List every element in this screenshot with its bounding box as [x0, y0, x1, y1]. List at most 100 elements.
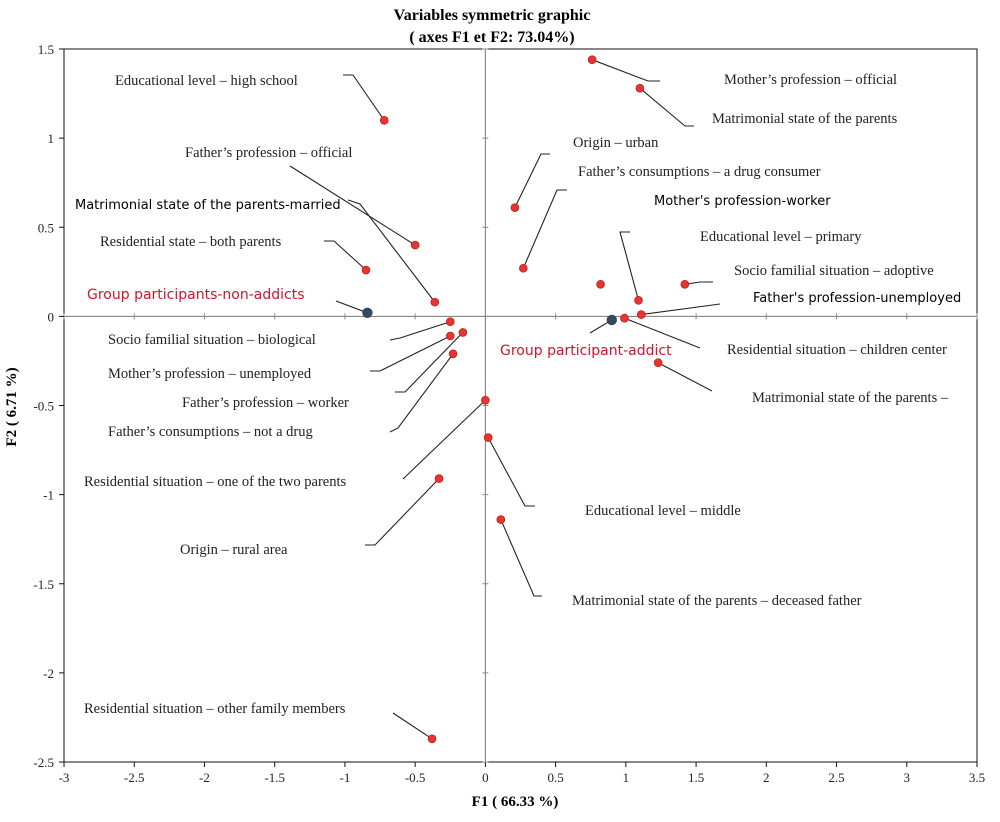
point-label: Matrimonial state of the parents – decea… — [572, 593, 862, 609]
leader-line — [347, 199, 436, 303]
leader-line — [624, 317, 701, 349]
leader-line — [370, 335, 451, 372]
modality-point — [496, 515, 506, 524]
data-points — [361, 55, 690, 744]
modality-point — [519, 263, 528, 273]
x-tick-label: 0.5 — [547, 770, 563, 785]
point-label: Mother's profession-worker — [654, 194, 831, 209]
point-label: Socio familial situation – biological — [108, 332, 316, 348]
modality-point — [448, 349, 458, 359]
leader-line — [487, 437, 535, 507]
group-leader-line — [335, 300, 368, 314]
modality-point — [596, 279, 605, 289]
leader-line — [365, 478, 440, 546]
x-tick-label: 3.5 — [969, 770, 985, 785]
modality-point — [483, 433, 493, 442]
modality-point — [379, 116, 389, 125]
leader-line — [522, 189, 567, 269]
point-label: Father’s consumptions – a drug consumer — [578, 164, 821, 180]
point-label: Origin – rural area — [180, 542, 288, 558]
x-tick-label: -1.5 — [264, 770, 285, 785]
leader-line — [324, 240, 367, 271]
axes — [59, 48, 978, 767]
leader-line — [684, 281, 713, 285]
modality-point — [361, 265, 371, 275]
x-tick-label: 1 — [623, 770, 630, 785]
leader-line — [402, 399, 486, 480]
x-tick-label: 0 — [482, 770, 489, 785]
point-label: Residential state – both parents — [100, 234, 282, 250]
group-label: Group participants-non-addicts — [87, 287, 305, 303]
leader-line — [389, 353, 454, 433]
point-label: Educational level – middle — [585, 503, 741, 519]
point-label: Socio familial situation – adoptive — [734, 263, 934, 279]
modality-point — [410, 240, 420, 250]
modality-point — [434, 474, 444, 483]
leader-line — [619, 231, 640, 301]
point-label: Father’s profession – official — [185, 145, 352, 161]
leader-line — [657, 362, 713, 392]
x-tick-label: 2.5 — [828, 770, 844, 785]
y-tick-label: -0.5 — [33, 399, 54, 414]
point-label: Educational level – primary — [700, 229, 862, 245]
x-tick-label: -2.5 — [124, 770, 145, 785]
leader-line — [389, 321, 451, 341]
x-axis-title: F1 ( 66.33 %) — [472, 794, 559, 810]
leader-line — [343, 74, 385, 121]
point-label: Father’s consumptions – not a drug — [108, 424, 313, 440]
modality-point — [445, 331, 455, 341]
point-label: Mother’s profession – official — [724, 72, 897, 88]
y-tick-label: -1 — [43, 488, 54, 503]
tick-labels: -3 -2.5 -2 -1.5 -1 -0.5 0 0.5 1 1.5 2 2.5 3 3.5 1.5 1 0.… — [33, 42, 985, 785]
x-tick-label: -0.5 — [405, 770, 426, 785]
leader-line — [395, 332, 464, 393]
x-tick-label: -2 — [199, 770, 210, 785]
y-tick-label: 1.5 — [38, 42, 54, 57]
y-tick-label: 1 — [48, 131, 55, 146]
point-label: Residential situation – one of the two p… — [84, 474, 347, 490]
leader-line — [591, 59, 660, 82]
x-tick-label: -3 — [59, 770, 70, 785]
chart-subtitle: ( axes F1 et F2: 73.04%) — [409, 29, 574, 46]
y-tick-label: -2.5 — [33, 755, 54, 770]
modality-point — [635, 83, 645, 93]
chart-title: Variables symmetric graphic — [394, 7, 591, 24]
modality-point — [445, 317, 455, 327]
point-label: Educational level – high school — [115, 73, 298, 89]
leader-line — [289, 165, 416, 246]
modality-point — [653, 358, 663, 368]
point-label: Father's profession-unemployed — [753, 291, 961, 306]
modality-point — [634, 296, 643, 305]
point-labels: Educational level – high school Father’s … — [75, 72, 961, 717]
y-tick-label: 0 — [48, 309, 55, 324]
point-label: Matrimonial state of the parents – — [752, 390, 949, 406]
x-tick-label: 3 — [904, 770, 911, 785]
point-label: Residential situation – children center — [727, 342, 947, 358]
group-label: Group participant-addict — [500, 343, 672, 359]
modality-point — [458, 328, 468, 337]
modality-point — [427, 734, 437, 744]
point-label: Mother’s profession – unemployed — [108, 366, 312, 382]
point-label: Matrimonial state of the parents-married — [75, 198, 341, 213]
leader-line — [392, 712, 433, 740]
leader-line — [514, 153, 550, 208]
y-tick-label: 0.5 — [38, 220, 54, 235]
x-tick-label: 2 — [763, 770, 770, 785]
modality-point — [587, 55, 597, 64]
modality-point — [430, 297, 440, 307]
y-tick-label: -2 — [43, 666, 54, 681]
leader-lines — [289, 59, 721, 740]
modality-point — [636, 310, 646, 319]
modality-point — [620, 313, 629, 323]
y-tick-label: -1.5 — [33, 577, 54, 592]
point-label: Father’s profession – worker — [182, 395, 349, 411]
leader-line — [500, 519, 542, 597]
point-label: Residential situation – other family mem… — [84, 701, 346, 717]
x-tick-label: -1 — [340, 770, 351, 785]
leader-line — [641, 303, 721, 316]
point-label: Origin – urban — [573, 135, 659, 151]
modality-point — [481, 395, 490, 405]
modality-point — [510, 203, 520, 212]
point-label: Matrimonial state of the parents — [712, 111, 898, 127]
